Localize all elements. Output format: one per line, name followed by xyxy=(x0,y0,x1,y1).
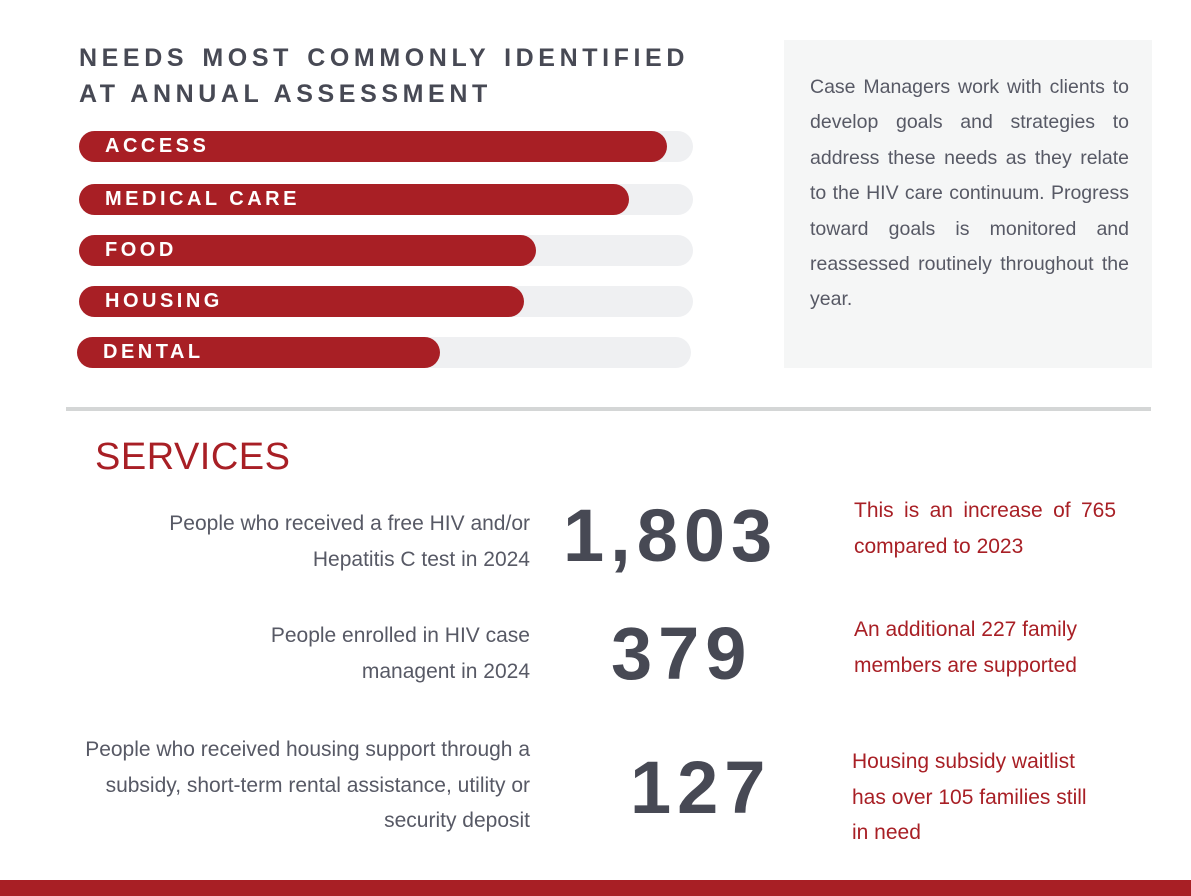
need-bar-fill xyxy=(79,131,668,162)
need-bar-dental: DENTAL xyxy=(77,337,691,368)
need-bar-label: FOOD xyxy=(105,239,177,261)
service-number-housing: 127 xyxy=(630,746,772,829)
need-bar-fill xyxy=(79,184,629,215)
need-bar-medical-care: MEDICAL CARE xyxy=(79,184,693,215)
need-bar-fill xyxy=(79,235,537,266)
service-note-testing: This is an increase of 765 compared to 2… xyxy=(854,499,1116,558)
section-divider xyxy=(66,407,1151,411)
need-bar-access: ACCESS xyxy=(79,131,693,162)
case-manager-info-box: Case Managers work with clients to devel… xyxy=(784,40,1152,368)
footer-accent-bar xyxy=(0,880,1191,896)
need-bar-label: DENTAL xyxy=(103,341,204,363)
info-box-text: Case Managers work with clients to devel… xyxy=(810,76,1129,311)
need-bar-fill xyxy=(77,337,441,368)
need-bar-label: ACCESS xyxy=(105,135,210,157)
need-bar-label: HOUSING xyxy=(105,290,223,312)
service-description-case-management: People enrolled in HIV case managent in … xyxy=(270,624,530,683)
need-bar-label: MEDICAL CARE xyxy=(105,188,300,210)
need-bar-fill xyxy=(79,286,525,317)
service-description-housing: People who received housing support thro… xyxy=(85,738,530,832)
service-description-testing: People who received a free HIV and/or He… xyxy=(169,512,530,571)
service-note-case-management: An additional 227 family members are sup… xyxy=(854,618,1077,677)
service-note-housing: Housing subsidy waitlist has over 105 fa… xyxy=(852,750,1087,844)
need-bar-food: FOOD xyxy=(79,235,693,266)
service-number-testing: 1,803 xyxy=(563,494,779,577)
needs-title: NEEDS MOST COMMONLY IDENTIFIED AT ANNUAL… xyxy=(79,44,689,108)
services-title: SERVICES xyxy=(95,436,291,478)
service-number-case-management: 379 xyxy=(611,612,753,695)
need-bar-housing: HOUSING xyxy=(79,286,693,317)
